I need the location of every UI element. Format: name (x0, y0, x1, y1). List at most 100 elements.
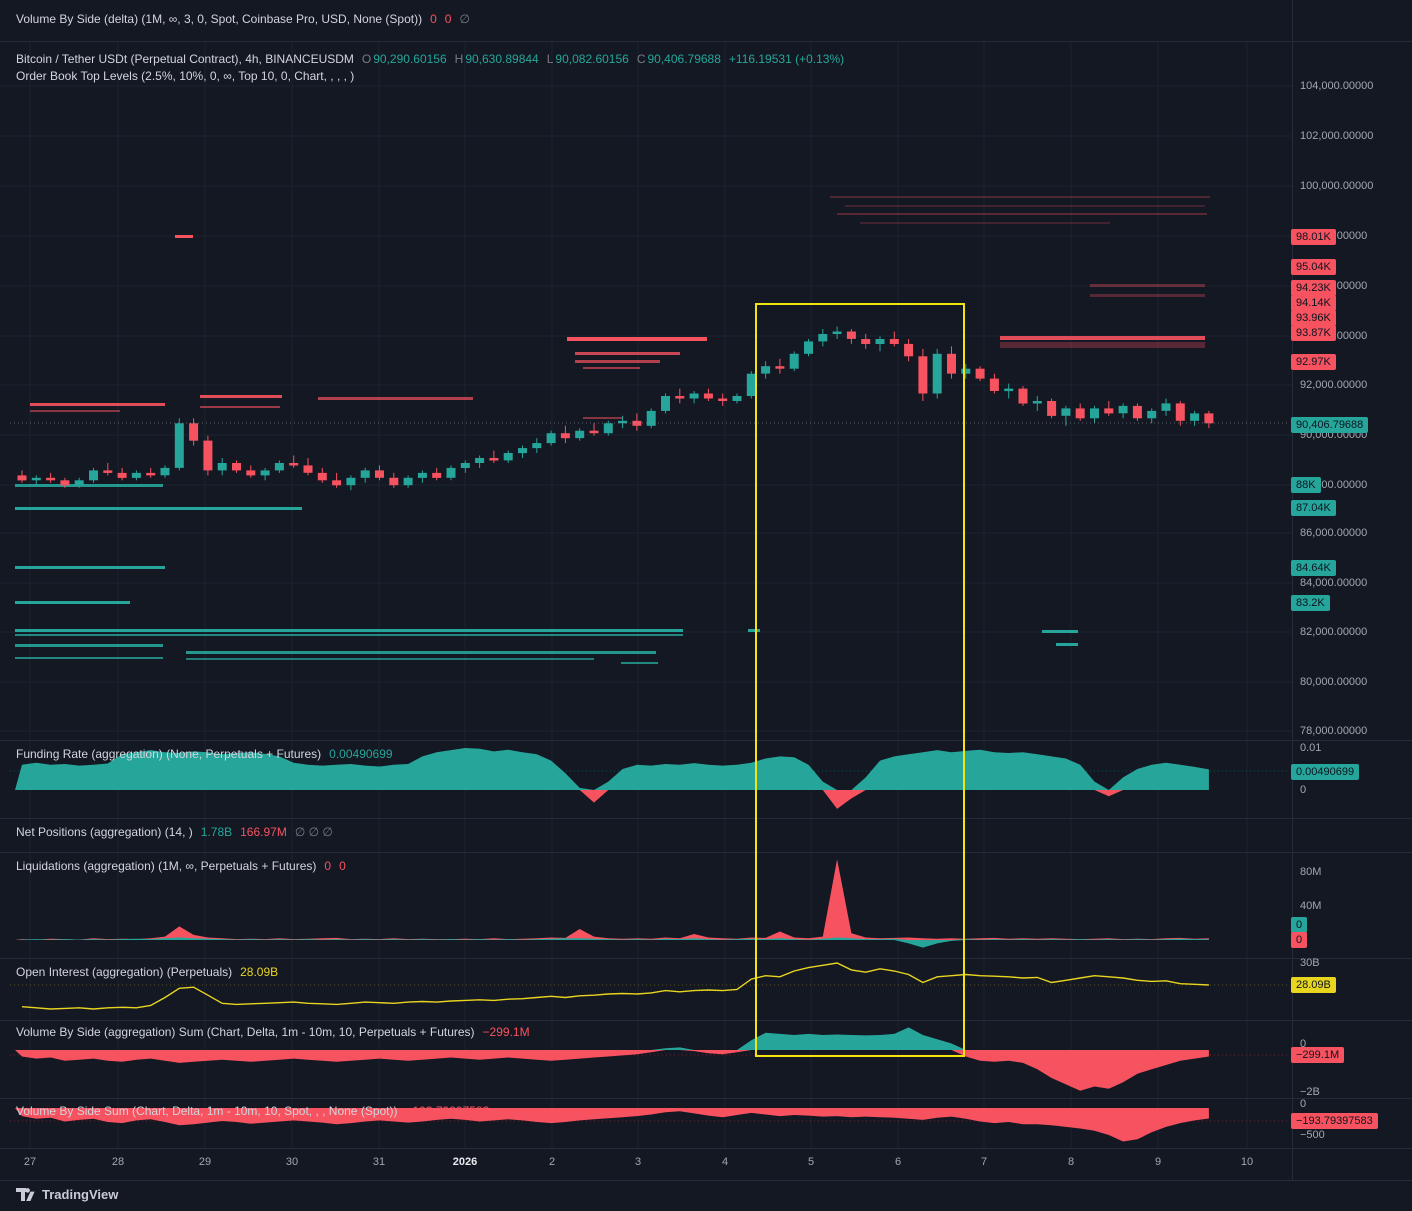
time-axis-label: 31 (372, 1156, 386, 1168)
pane-divider (0, 818, 1412, 819)
time-axis-label: 2 (548, 1156, 556, 1168)
price-badge: 83.2K (1291, 595, 1330, 611)
symbol-title[interactable]: Bitcoin / Tether USDt (Perpetual Contrac… (16, 52, 354, 66)
time-axis-label: 9 (1154, 1156, 1162, 1168)
price-badge: 94.23K (1291, 280, 1336, 296)
price-badge: 0.00490699 (1291, 764, 1360, 780)
net-positions-title[interactable]: Net Positions (aggregation) (14, ) (16, 825, 193, 839)
liquidations-legend[interactable]: Liquidations (aggregation) (1M, ∞, Perpe… (16, 859, 346, 873)
tradingview-brand[interactable]: TradingView (14, 1187, 118, 1202)
pane-divider (0, 41, 1412, 42)
pane-divider (0, 1148, 1412, 1149)
time-axis-label: 6 (894, 1156, 902, 1168)
liquidations-value-1: 0 (324, 859, 332, 873)
vbs-aggregation-title[interactable]: Volume By Side (aggregation) Sum (Chart,… (16, 1025, 475, 1039)
highlight-rectangle-drawing[interactable] (755, 303, 965, 1057)
price-axis-label: 100,000.00000 (1300, 180, 1374, 192)
price-badge: 84.64K (1291, 560, 1336, 576)
indicator-axis-label: 80M (1300, 866, 1322, 878)
vbs-sum-legend[interactable]: Volume By Side Sum (Chart, Delta, 1m - 1… (16, 1104, 489, 1118)
ohlc-change-value: +116.19531 (+0.13%) (728, 52, 845, 66)
time-axis-label: 28 (111, 1156, 125, 1168)
main-chart-legend[interactable]: Bitcoin / Tether USDt (Perpetual Contrac… (16, 52, 844, 66)
vbs-delta-empty-marker: ∅ (459, 12, 470, 26)
pane-divider (0, 1020, 1412, 1021)
price-axis-label: 80,000.00000 (1300, 676, 1368, 688)
price-badge: −299.1M (1291, 1047, 1345, 1063)
vbs-aggregation-value: −299.1M (482, 1025, 530, 1039)
price-axis-label: 92,000.00000 (1300, 379, 1368, 391)
vbs-delta-value-1: 0 (430, 12, 437, 26)
liquidations-value-2: 0 (339, 859, 346, 873)
indicator-axis-label: 0 (1300, 1098, 1307, 1110)
vbs-sum-title[interactable]: Volume By Side Sum (Chart, Delta, 1m - 1… (16, 1104, 398, 1118)
vbs-delta-value-2: 0 (444, 12, 452, 26)
open-interest-legend[interactable]: Open Interest (aggregation) (Perpetuals)… (16, 965, 278, 979)
orderbook-indicator-legend[interactable]: Order Book Top Levels (2.5%, 10%, 0, ∞, … (16, 69, 354, 83)
indicator-axis-label: −500 (1300, 1129, 1325, 1141)
price-badge: 88K (1291, 477, 1321, 493)
indicator-axis-label: 40M (1300, 900, 1322, 912)
price-badge: 90,406.79688 (1291, 417, 1369, 433)
open-interest-value: 28.09B (240, 965, 279, 979)
price-badge: 93.87K (1291, 325, 1336, 341)
ohlc-open-value: 90,290.60156 (373, 52, 447, 66)
time-axis-label: 29 (198, 1156, 212, 1168)
ohlc-open-label: O (361, 52, 372, 66)
indicator-axis-label: −2B (1300, 1086, 1320, 1098)
time-axis-label: 8 (1067, 1156, 1075, 1168)
vbs-aggregation-legend[interactable]: Volume By Side (aggregation) Sum (Chart,… (16, 1025, 530, 1039)
price-axis-label: 102,000.00000 (1300, 130, 1374, 142)
price-badge: 94.14K (1291, 295, 1336, 311)
net-positions-short-value: 166.97M (240, 825, 287, 839)
price-axis-border (1292, 0, 1293, 1180)
indicator-axis-label: 30B (1300, 957, 1320, 969)
price-axis-label: 82,000.00000 (1300, 626, 1368, 638)
time-axis-label: 30 (285, 1156, 299, 1168)
time-axis-label: 3 (634, 1156, 642, 1168)
pane-divider (0, 1180, 1412, 1181)
vbs-delta-legend[interactable]: Volume By Side (delta) (1M, ∞, 3, 0, Spo… (16, 12, 470, 26)
price-badge: 28.09B (1291, 977, 1336, 993)
pane-divider (0, 958, 1412, 959)
funding-rate-value: 0.00490699 (329, 747, 393, 761)
open-interest-title[interactable]: Open Interest (aggregation) (Perpetuals) (16, 965, 233, 979)
ohlc-high-label: H (454, 52, 464, 66)
ohlc-close-label: C (636, 52, 646, 66)
ohlc-close-value: 90,406.79688 (647, 52, 721, 66)
pane-divider (0, 740, 1412, 741)
price-axis-label: 86,000.00000 (1300, 527, 1368, 539)
indicator-axis-label: 0.01 (1300, 742, 1322, 754)
tradingview-logo-icon (16, 1188, 35, 1201)
price-badge: 0 (1291, 917, 1308, 933)
liquidations-title[interactable]: Liquidations (aggregation) (1M, ∞, Perpe… (16, 859, 317, 873)
time-axis-label: 2026 (452, 1156, 478, 1168)
ohlc-high-value: 90,630.89844 (465, 52, 539, 66)
net-positions-legend[interactable]: Net Positions (aggregation) (14, ) 1.78B… (16, 825, 333, 839)
price-badge: 95.04K (1291, 259, 1336, 275)
pane-divider (0, 852, 1412, 853)
net-positions-long-value: 1.78B (200, 825, 233, 839)
price-badge: 0 (1291, 932, 1308, 948)
price-badge: 92.97K (1291, 354, 1336, 370)
time-axis-label: 4 (721, 1156, 729, 1168)
price-badge: 93.96K (1291, 310, 1336, 326)
ohlc-low-value: 90,082.60156 (555, 52, 629, 66)
funding-rate-legend[interactable]: Funding Rate (aggregation) (None, Perpet… (16, 747, 393, 761)
price-badge: −193.79397583 (1291, 1113, 1378, 1129)
indicator-axis-label: 0 (1300, 1038, 1307, 1050)
vbs-delta-title[interactable]: Volume By Side (delta) (1M, ∞, 3, 0, Spo… (16, 12, 423, 26)
pane-divider (0, 1098, 1412, 1099)
orderbook-title[interactable]: Order Book Top Levels (2.5%, 10%, 0, ∞, … (16, 69, 355, 83)
time-axis-label: 5 (807, 1156, 815, 1168)
price-badge: 98.01K (1291, 229, 1336, 245)
funding-rate-title[interactable]: Funding Rate (aggregation) (None, Perpet… (16, 747, 322, 761)
vbs-sum-value: −193.79397583 (405, 1104, 490, 1118)
price-badge: 87.04K (1291, 500, 1336, 516)
tradingview-brand-label: TradingView (42, 1187, 119, 1202)
time-axis-label: 10 (1240, 1156, 1254, 1168)
time-axis-label: 7 (980, 1156, 988, 1168)
price-axis-label: 104,000.00000 (1300, 80, 1374, 92)
